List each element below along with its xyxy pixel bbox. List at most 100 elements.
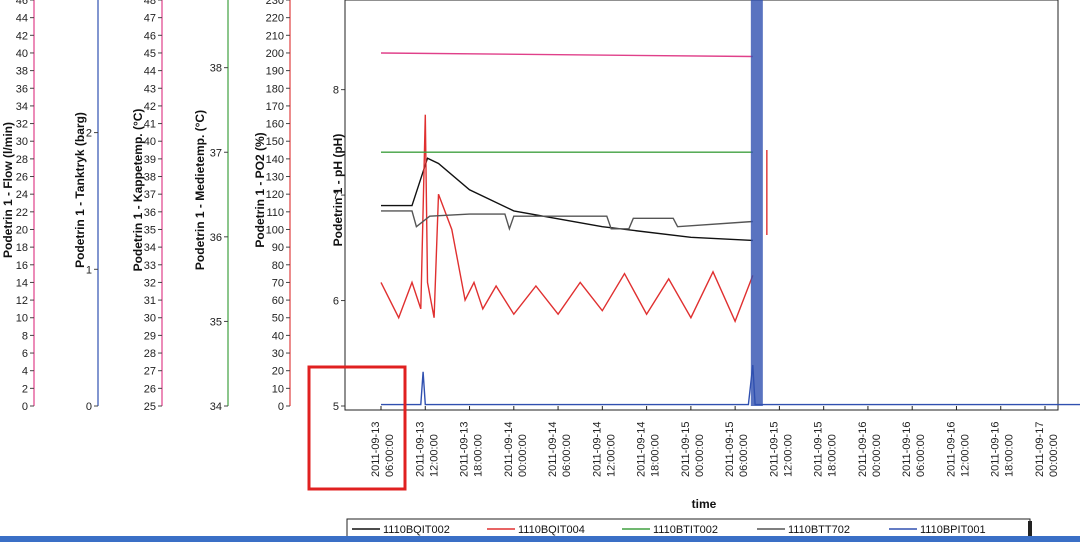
y-tick-label: 220	[266, 13, 284, 25]
x-tick-label: 2011-09-15 18:00:00	[813, 422, 839, 477]
x-tick-date: 2011-09-14	[591, 422, 603, 477]
x-tick-date: 2011-09-15	[768, 422, 780, 477]
y-tick-label: 43	[144, 83, 156, 95]
y-tick-label: 7	[333, 190, 339, 202]
x-tick-date: 2011-09-16	[945, 422, 957, 477]
x-tick-date: 2011-09-14	[503, 422, 515, 477]
x-tick-time: 18:00:00	[473, 434, 485, 477]
x-tick-date: 2011-09-14	[636, 422, 648, 477]
x-tick-time: 00:00:00	[517, 434, 529, 477]
y-axis-label: Podetrin 1 - Kappetemp. (°C)	[131, 109, 145, 272]
y-tick-label: 28	[144, 348, 156, 360]
y-tick-label: 90	[272, 242, 284, 254]
y-tick-label: 210	[266, 30, 284, 42]
y-tick-label: 34	[210, 401, 222, 413]
y-tick-label: 2	[22, 383, 28, 395]
y-tick-label: 140	[266, 154, 284, 166]
x-tick-time: 18:00:00	[650, 434, 662, 477]
x-tick-label: 2011-09-16 18:00:00	[990, 422, 1016, 477]
y-tick-label: 4	[22, 366, 28, 378]
y-tick-label: 6	[22, 348, 28, 360]
y-tick-label: 150	[266, 136, 284, 148]
y-tick-label: 2	[86, 128, 92, 140]
y-tick-label: 30	[272, 348, 284, 360]
y-tick-label: 40	[272, 330, 284, 342]
y-tick-label: 40	[16, 48, 28, 60]
x-tick-time: 12:00:00	[959, 434, 971, 477]
x-axis-label: time	[692, 497, 717, 511]
grid	[380, 406, 1046, 410]
y-tick-label: 33	[144, 260, 156, 272]
y-tick-label: 42	[144, 101, 156, 113]
x-tick-date: 2011-09-13	[414, 422, 426, 477]
x-tick-time: 06:00:00	[561, 434, 573, 477]
y-tick-label: 170	[266, 101, 284, 113]
y-axes: 0246810121416182022242628303234363840424…	[1, 0, 345, 413]
y-tick-label: 100	[266, 224, 284, 236]
y-tick-label: 230	[266, 0, 284, 7]
y-tick-label: 36	[16, 83, 28, 95]
y-tick-label: 37	[210, 147, 222, 159]
x-tick-time: 12:00:00	[428, 434, 440, 477]
legend-label: 1110BPIT001	[920, 524, 986, 536]
x-tick-date: 2011-09-17	[1034, 422, 1046, 477]
x-tick-time: 06:00:00	[738, 434, 750, 477]
y-axis-label: Podetrin 1 - pH (pH)	[331, 134, 345, 247]
highlight-box	[307, 365, 407, 491]
x-tick-label: 2011-09-13 06:00:00	[370, 422, 396, 477]
x-tick-label: 2011-09-13 12:00:00	[414, 422, 440, 477]
y-tick-label: 60	[272, 295, 284, 307]
x-tick-date: 2011-09-16	[990, 422, 1002, 477]
y-tick-label: 1	[86, 264, 92, 276]
x-tick-label: 2011-09-16 12:00:00	[945, 422, 971, 477]
y-tick-label: 44	[144, 66, 156, 78]
y-axis-jacket: 25 26 27 28 29 30 31 32 33 34 35 36 37 38 39 40 41 42 43 44…	[131, 0, 163, 413]
y-tick-label: 130	[266, 172, 284, 184]
x-tick-time: 12:00:00	[605, 434, 617, 477]
y-axis-label: Podetrin 1 - Tanktryk (barg)	[73, 112, 87, 268]
y-axis-po2: 0 10 20 30 40 50 60 70 80 90 100 110 120 130 140 150 160…	[253, 0, 291, 413]
y-tick-label: 39	[144, 154, 156, 166]
y-tick-label: 14	[16, 277, 28, 289]
legend-label: 1110BTT702	[788, 524, 850, 536]
y-axis-ph: 5 6 7 8 Podetrin 1 - pH (pH)	[331, 85, 345, 413]
y-tick-label: 32	[16, 119, 28, 131]
y-tick-label: 44	[16, 13, 28, 25]
y-tick-label: 190	[266, 66, 284, 78]
y-tick-label: 10	[16, 313, 28, 325]
x-tick-time: 18:00:00	[1004, 434, 1016, 477]
y-tick-label: 42	[16, 30, 28, 42]
y-tick-label: 48	[144, 0, 156, 7]
taskbar-strip	[0, 536, 1080, 542]
y-tick-label: 5	[333, 401, 339, 413]
y-tick-label: 200	[266, 48, 284, 60]
y-tick-label: 35	[144, 224, 156, 236]
series	[380, 0, 1080, 406]
y-tick-label: 160	[266, 119, 284, 131]
y-tick-label: 34	[144, 242, 156, 254]
y-tick-label: 0	[22, 401, 28, 413]
y-tick-label: 25	[144, 401, 156, 413]
y-tick-label: 16	[16, 260, 28, 272]
y-tick-label: 29	[144, 330, 156, 342]
y-tick-label: 38	[144, 172, 156, 184]
x-tick-date: 2011-09-16	[901, 422, 913, 477]
legend-label: 1110BQIT002	[383, 524, 450, 536]
y-tick-label: 0	[86, 401, 92, 413]
y-tick-label: 35	[210, 316, 222, 328]
y-tick-label: 30	[16, 136, 28, 148]
legend-scroll	[1028, 521, 1032, 537]
y-tick-label: 46	[16, 0, 28, 7]
series-line-3	[381, 210, 753, 232]
legend-label: 1110BQIT004	[518, 524, 585, 536]
y-tick-label: 20	[272, 366, 284, 378]
x-tick-time: 00:00:00	[1048, 434, 1060, 477]
y-axis-label: Podetrin 1 - Medietemp. (°C)	[193, 110, 207, 270]
series-line-1	[380, 114, 754, 324]
y-tick-label: 26	[16, 172, 28, 184]
y-tick-label: 8	[22, 330, 28, 342]
y-tick-label: 38	[210, 63, 222, 75]
x-tick-label: 2011-09-15 06:00:00	[724, 422, 750, 477]
y-axis-label: Podetrin 1 - Flow (l/min)	[1, 122, 15, 258]
